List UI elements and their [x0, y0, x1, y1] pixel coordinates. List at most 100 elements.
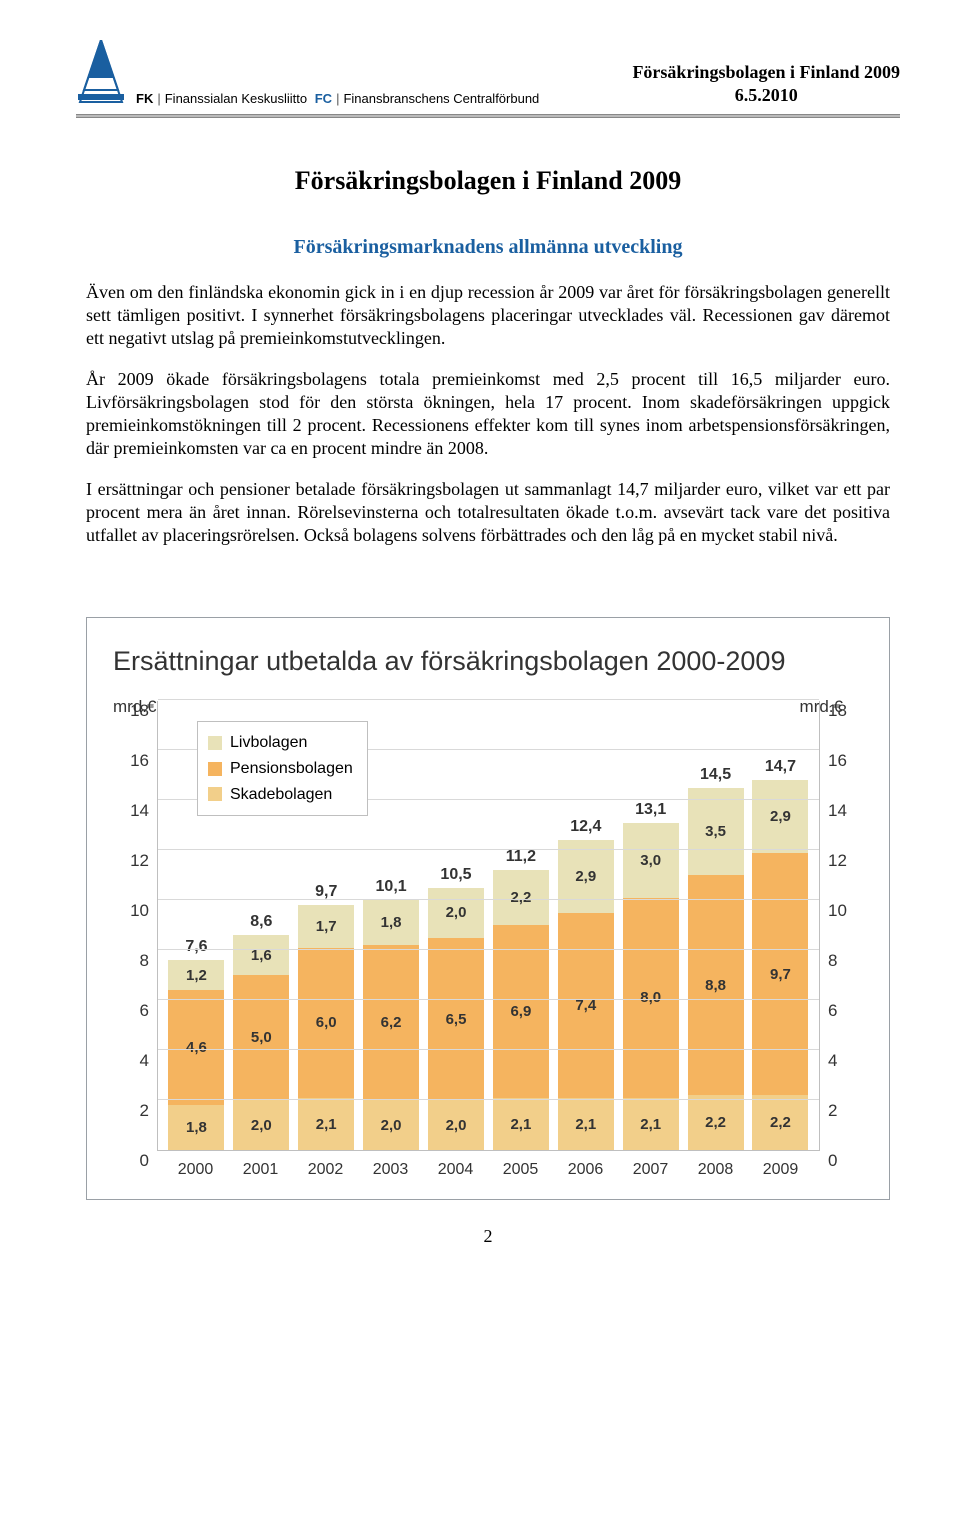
grid-line: [158, 849, 819, 850]
bar-segment-pension: 8,8: [688, 875, 744, 1095]
org-left-name: Finanssialan Keskusliitto: [165, 91, 307, 106]
y-axis-left: 181614121086420: [113, 701, 157, 1151]
bar-total-label: 13,1: [623, 801, 679, 819]
bar-segment-skade: 2,1: [623, 1098, 679, 1151]
y-axis-right: 181614121086420: [819, 701, 863, 1151]
org-right-prefix: FC: [315, 91, 332, 106]
legend-label: Pensionsbolagen: [230, 756, 353, 782]
grid-line: [158, 999, 819, 1000]
bar-segment-liv: 2,2: [493, 870, 549, 925]
legend-item: Pensionsbolagen: [208, 756, 353, 782]
legend-item: Skadebolagen: [208, 782, 353, 808]
bar-segment-skade: 2,2: [752, 1095, 808, 1150]
legend-label: Skadebolagen: [230, 782, 332, 808]
bar-segment-skade: 2,1: [493, 1098, 549, 1151]
bar-segment-liv: 2,9: [558, 840, 614, 913]
bar-segment-pension: 7,4: [558, 913, 614, 1098]
bar-segment-pension: 6,9: [493, 925, 549, 1098]
x-tick: 2009: [753, 1161, 809, 1179]
bar-segment-pension: 9,7: [752, 853, 808, 1096]
x-tick: 2006: [558, 1161, 614, 1179]
bar-segment-skade: 2,0: [428, 1100, 484, 1150]
bar-segment-liv: 1,7: [298, 905, 354, 948]
chart-title: Ersättningar utbetalda av försäkringsbol…: [113, 646, 863, 677]
org-left-prefix: FK: [136, 91, 153, 106]
bar-segment-skade: 2,1: [558, 1098, 614, 1151]
grid-line: [158, 899, 819, 900]
bar-segment-pension: 6,0: [298, 948, 354, 1098]
org-name-text: FK|Finanssialan Keskusliitto FC|Finansbr…: [136, 91, 539, 106]
paragraph-1: Även om den finländska ekonomin gick in …: [86, 281, 890, 350]
x-tick: 2008: [688, 1161, 744, 1179]
legend-swatch-icon: [208, 762, 222, 776]
bar-segment-liv: 3,5: [688, 788, 744, 876]
legend-swatch-icon: [208, 736, 222, 750]
bar-column: 1,24,61,87,6: [168, 960, 224, 1150]
paragraph-2: År 2009 ökade försäkringsbolagens totala…: [86, 368, 890, 460]
chart-plot-wrap: mrd.€ mrd.€ LivbolagenPensionsbolagenSka…: [113, 701, 863, 1179]
bar-segment-skade: 2,2: [688, 1095, 744, 1150]
legend-item: Livbolagen: [208, 730, 353, 756]
bar-total-label: 10,1: [363, 878, 419, 896]
bar-total-label: 7,6: [168, 938, 224, 956]
bar-total-label: 12,4: [558, 818, 614, 836]
chart-legend: LivbolagenPensionsbolagenSkadebolagen: [197, 721, 368, 816]
bar-segment-liv: 1,6: [233, 935, 289, 975]
org-logo-block: FK|Finanssialan Keskusliitto FC|Finansbr…: [76, 40, 539, 106]
org-right-name: Finansbranschens Centralförbund: [343, 91, 539, 106]
x-tick: 2004: [428, 1161, 484, 1179]
header-date: 6.5.2010: [632, 84, 900, 107]
bar-segment-skade: 2,0: [233, 1100, 289, 1150]
document-subheading: Försäkringsmarknadens allmänna utvecklin…: [86, 236, 890, 259]
bar-segment-pension: 6,5: [428, 938, 484, 1101]
bar-segment-pension: 8,0: [623, 898, 679, 1098]
bar-segment-skade: 2,0: [363, 1100, 419, 1150]
bar-column: 1,76,02,19,7: [298, 905, 354, 1150]
grid-line: [158, 699, 819, 700]
header-right: Försäkringsbolagen i Finland 2009 6.5.20…: [632, 61, 900, 106]
bar-column: 2,99,72,214,7: [752, 780, 808, 1150]
document-title: Försäkringsbolagen i Finland 2009: [86, 166, 890, 196]
bar-segment-pension: 5,0: [233, 975, 289, 1100]
x-tick: 2001: [233, 1161, 289, 1179]
paragraph-3: I ersättningar och pensioner betalade fö…: [86, 478, 890, 547]
header-rule: [76, 114, 900, 118]
x-tick: 2000: [168, 1161, 224, 1179]
grid-line: [158, 1099, 819, 1100]
bar-column: 1,86,22,010,1: [363, 900, 419, 1150]
bar-total-label: 14,7: [752, 758, 808, 776]
legend-label: Livbolagen: [230, 730, 307, 756]
bar-column: 2,06,52,010,5: [428, 888, 484, 1151]
header-title: Försäkringsbolagen i Finland 2009: [632, 61, 900, 84]
bar-segment-liv: 3,0: [623, 823, 679, 898]
org-logo-icon: [76, 40, 126, 106]
legend-swatch-icon: [208, 787, 222, 801]
bar-segment-liv: 2,0: [428, 888, 484, 938]
bar-segment-skade: 2,1: [298, 1098, 354, 1151]
grid-line: [158, 1049, 819, 1050]
bar-column: 1,65,02,08,6: [233, 935, 289, 1150]
bar-segment-pension: 4,6: [168, 990, 224, 1105]
grid-line: [158, 949, 819, 950]
bar-column: 2,26,92,111,2: [493, 870, 549, 1150]
page-header: FK|Finanssialan Keskusliitto FC|Finansbr…: [76, 40, 900, 106]
page-number: 2: [86, 1226, 890, 1247]
x-axis: 2000 2001 2002 2003 2004 2005 2006 2007 2008 2009: [157, 1151, 819, 1179]
bar-total-label: 8,6: [233, 913, 289, 931]
bar-segment-liv: 1,8: [363, 900, 419, 945]
bar-segment-pension: 6,2: [363, 945, 419, 1100]
bar-segment-liv: 1,2: [168, 960, 224, 990]
x-tick: 2005: [493, 1161, 549, 1179]
chart-container: Ersättningar utbetalda av försäkringsbol…: [86, 617, 890, 1200]
x-tick: 2002: [298, 1161, 354, 1179]
bar-segment-liv: 2,9: [752, 780, 808, 853]
bar-total-label: 11,2: [493, 848, 549, 866]
bar-segment-skade: 1,8: [168, 1105, 224, 1150]
bar-column: 3,08,02,113,1: [623, 823, 679, 1151]
bar-total-label: 10,5: [428, 866, 484, 884]
bar-column: 3,58,82,214,5: [688, 788, 744, 1151]
bar-column: 2,97,42,112,4: [558, 840, 614, 1150]
x-tick: 2007: [623, 1161, 679, 1179]
bar-total-label: 14,5: [688, 766, 744, 784]
x-tick: 2003: [363, 1161, 419, 1179]
